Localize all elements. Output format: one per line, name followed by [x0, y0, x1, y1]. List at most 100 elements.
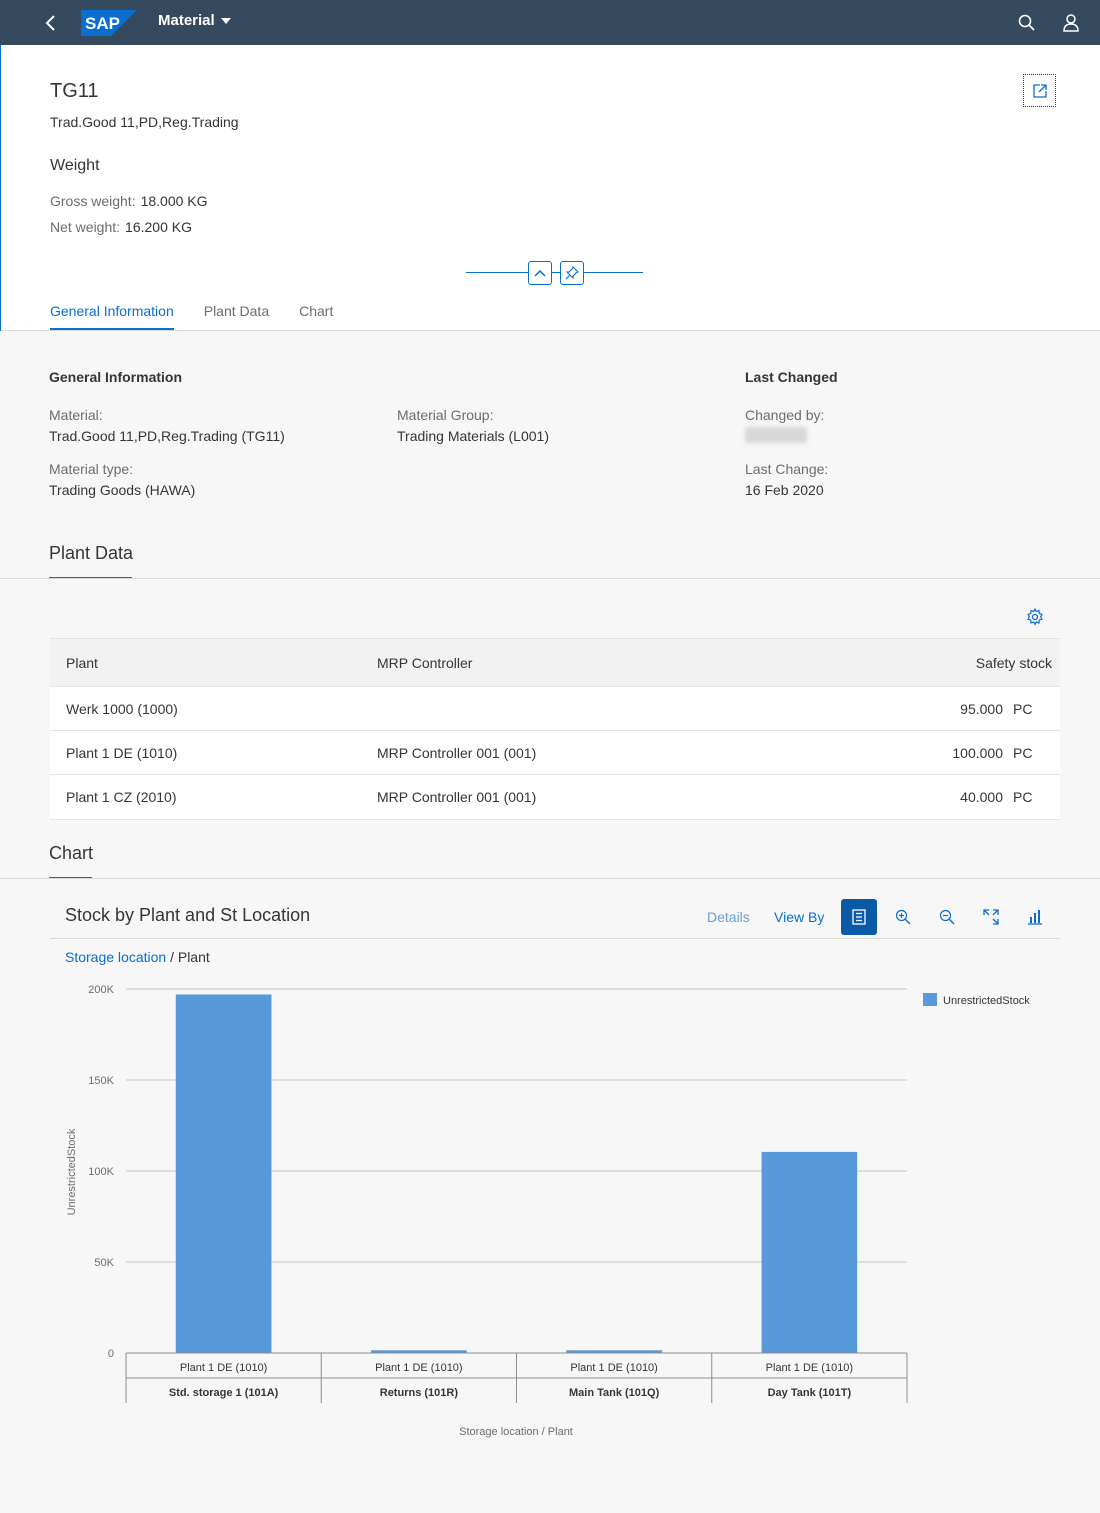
gross-weight-label: Gross weight:	[50, 193, 136, 209]
gross-weight: Gross weight: 18.000 KG	[50, 193, 208, 209]
bar	[175, 994, 272, 1353]
gear-icon[interactable]	[1024, 606, 1046, 628]
material-label: Material:	[49, 407, 103, 423]
legend-icon	[852, 909, 866, 925]
chevron-up-icon	[534, 269, 546, 277]
breadcrumb-current: / Plant	[166, 949, 210, 965]
material-group-value: Trading Materials (L001)	[397, 428, 549, 444]
chart-bars	[175, 994, 858, 1353]
net-weight: Net weight: 16.200 KG	[50, 219, 192, 235]
column-header-plant[interactable]: Plant	[66, 654, 98, 671]
plant-cell: Werk 1000 (1000)	[66, 700, 178, 717]
material-type-label: Material type:	[49, 461, 134, 477]
tab-general-information[interactable]: General Information	[50, 295, 174, 331]
last-changed-heading: Last Changed	[745, 369, 838, 385]
chart-type-button[interactable]	[1017, 899, 1053, 935]
zoom-in-button[interactable]	[885, 899, 921, 935]
column-header-mrp-controller[interactable]: MRP Controller	[377, 654, 473, 671]
material-type-value: Trading Goods (HAWA)	[49, 482, 196, 498]
net-weight-value: 16.200 KG	[125, 219, 192, 235]
x-tick-label-plant: Plant 1 DE (1010)	[375, 1362, 462, 1374]
bar	[566, 1350, 662, 1353]
y-tick-label: 50K	[94, 1257, 114, 1269]
collapse-header-button[interactable]	[528, 261, 552, 285]
table-row[interactable]: Plant 1 DE (1010) MRP Controller 001 (00…	[50, 731, 1060, 775]
plant-cell: Plant 1 CZ (2010)	[66, 789, 177, 805]
chart-card-title: Stock by Plant and St Location	[65, 905, 311, 925]
weight-heading: Weight	[50, 157, 100, 174]
share-icon	[1032, 83, 1047, 98]
bar	[371, 1350, 467, 1353]
fullscreen-icon	[983, 909, 999, 925]
share-button[interactable]	[1023, 74, 1056, 107]
x-tick-label-location: Day Tank (101T)	[768, 1387, 852, 1399]
sap-logo: SAP	[81, 10, 137, 36]
plant-data-divider	[0, 578, 1100, 579]
header-divider	[1, 330, 1100, 331]
x-tick-label-location: Std. storage 1 (101A)	[169, 1387, 279, 1399]
tab-chart[interactable]: Chart	[299, 303, 334, 319]
bar-chart-icon	[1028, 910, 1042, 925]
y-axis-ticks: 0 50K 100K 150K 200K	[88, 984, 114, 1360]
back-button[interactable]	[38, 10, 64, 36]
x-tick-label-plant: Plant 1 DE (1010)	[570, 1362, 657, 1374]
changed-by-value-redacted	[745, 427, 807, 443]
svg-text:SAP: SAP	[85, 14, 120, 33]
legend-toggle-button[interactable]	[841, 899, 877, 935]
breadcrumb-storage-location-link[interactable]: Storage location	[65, 949, 167, 965]
mrp-controller-cell: MRP Controller 001 (001)	[377, 744, 537, 761]
safety-stock-cell: 100.000	[952, 744, 1003, 761]
zoom-out-icon	[939, 909, 955, 925]
legend-label: UnrestrictedStock	[943, 995, 1030, 1007]
legend-swatch	[923, 993, 937, 1006]
mrp-controller-cell: MRP Controller 001 (001)	[377, 789, 537, 805]
y-tick-label: 150K	[88, 1075, 114, 1087]
table-row[interactable]: Plant 1 CZ (2010) MRP Controller 001 (00…	[50, 775, 1060, 819]
last-change-label: Last Change:	[745, 461, 829, 477]
chart-section-title: Chart	[49, 843, 94, 863]
app-title: Material	[158, 12, 215, 29]
table-row[interactable]: Werk 1000 (1000) 95.000 PC	[50, 687, 1060, 731]
y-tick-label: 200K	[88, 984, 114, 996]
header-collapse-line	[466, 272, 643, 273]
unit-cell: PC	[1013, 789, 1033, 805]
details-button[interactable]: Details	[707, 909, 750, 925]
plant-cell: Plant 1 DE (1010)	[66, 744, 178, 761]
x-tick-label-location: Main Tank (101Q)	[569, 1387, 660, 1399]
unit-cell: PC	[1013, 700, 1033, 717]
pin-header-button[interactable]	[560, 261, 584, 285]
x-tick-label-plant: Plant 1 DE (1010)	[766, 1362, 853, 1374]
chart-toolbar-divider	[50, 938, 1060, 939]
shell-bar: SAP Material	[0, 0, 1100, 45]
plant-data-table: Plant MRP Controller Safety stock Werk 1…	[50, 638, 1060, 820]
user-icon[interactable]	[1059, 11, 1083, 35]
gross-weight-value: 18.000 KG	[140, 193, 208, 209]
plant-data-title: Plant Data	[49, 543, 134, 563]
last-change-value: 16 Feb 2020	[745, 482, 824, 498]
object-subtitle: Trad.Good 11,PD,Reg.Trading	[50, 114, 239, 130]
search-icon[interactable]	[1015, 11, 1039, 35]
tab-plant-data[interactable]: Plant Data	[203, 303, 270, 319]
pin-icon	[565, 266, 579, 280]
caret-down-icon	[220, 17, 231, 24]
x-axis-label: Storage location / Plant	[459, 1426, 573, 1438]
chart-legend: UnrestrictedStock	[923, 993, 1030, 1007]
safety-stock-cell: 40.000	[960, 789, 1003, 805]
drilldown-breadcrumb: Storage location / Plant	[65, 949, 210, 965]
zoom-out-button[interactable]	[929, 899, 965, 935]
chevron-left-icon	[45, 15, 55, 31]
material-value: Trad.Good 11,PD,Reg.Trading (TG11)	[49, 428, 285, 444]
y-tick-label: 0	[108, 1348, 114, 1360]
app-title-menu[interactable]: Material	[158, 12, 231, 29]
material-group-label: Material Group:	[397, 407, 494, 423]
column-header-safety-stock[interactable]: Safety stock	[975, 654, 1052, 671]
view-by-button[interactable]: View By	[774, 909, 825, 925]
y-tick-label: 100K	[88, 1166, 114, 1178]
x-tick-label-plant: Plant 1 DE (1010)	[180, 1362, 267, 1374]
fullscreen-button[interactable]	[973, 899, 1009, 935]
safety-stock-cell: 95.000	[960, 700, 1003, 717]
x-axis: Plant 1 DE (1010) Std. storage 1 (101A) Pl…	[125, 1352, 908, 1403]
object-title: TG11	[50, 80, 99, 102]
table-header: Plant MRP Controller Safety stock	[50, 639, 1060, 687]
net-weight-label: Net weight:	[50, 219, 121, 235]
